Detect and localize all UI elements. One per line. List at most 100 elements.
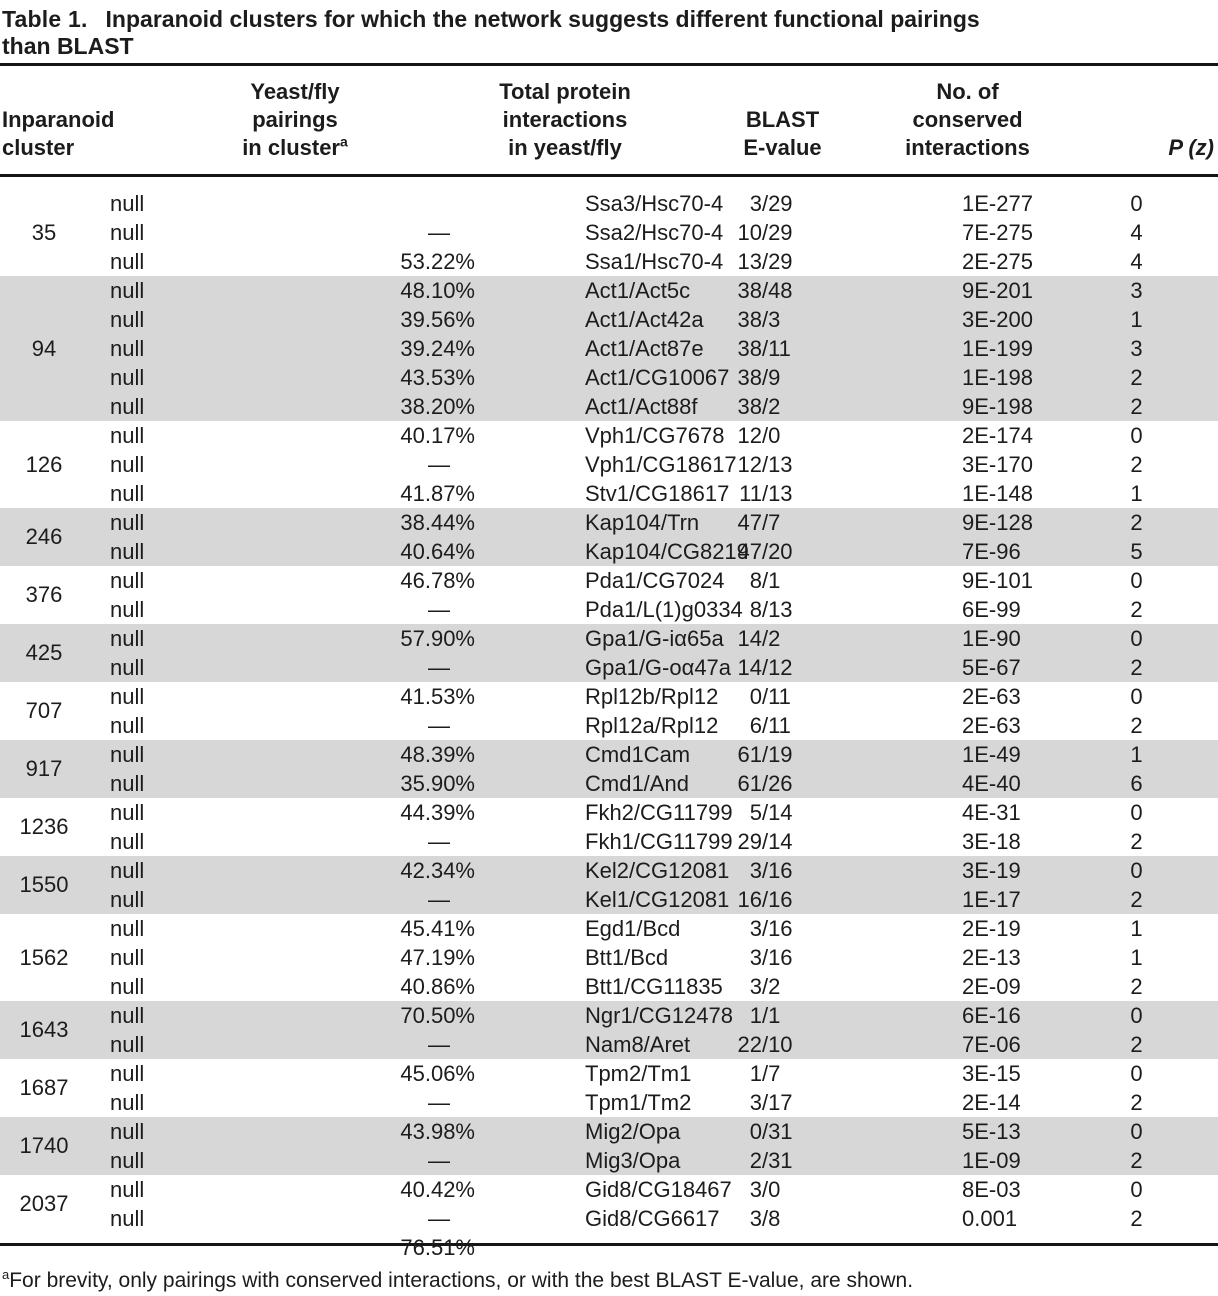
pairing-cell: Vph1/CG18617 bbox=[585, 452, 737, 477]
interactions-cell: 8/13 bbox=[749, 597, 793, 622]
cluster-rows: null Cmd1Cam 61/19 1E-49 1 35.90% null Cmd1/And… bbox=[110, 740, 1218, 825]
conserved-cell: 2 bbox=[1130, 1148, 1143, 1173]
evalue-cell: 5E-13 bbox=[962, 1119, 1021, 1144]
interactions-cell: 61/19 bbox=[737, 742, 793, 767]
pz-cell: 47.19% bbox=[400, 945, 475, 970]
conserved-cell: 2 bbox=[1130, 365, 1143, 390]
conserved-cell: 2 bbox=[1130, 887, 1143, 912]
pz-cell: 48.10% bbox=[400, 278, 475, 303]
table-row: null Btt1/CG11835 3/2 2E-09 2 70.50% bbox=[110, 972, 1218, 1028]
pairing-cell: Tpm2/Tm1 bbox=[585, 1061, 692, 1086]
pairing-cell: Pda1/L(1)g0334 bbox=[585, 597, 743, 622]
interactions-cell: 0/11 bbox=[749, 684, 791, 709]
conserved-cell: 1 bbox=[1130, 916, 1143, 941]
column-header-yeast-fly-pairings: Yeast/fly pairings in clustera bbox=[242, 79, 348, 160]
conserved-cell: 0 bbox=[1130, 423, 1143, 448]
pairing-cell: Mig2/Opa bbox=[585, 1119, 681, 1144]
table-row: null Tpm1/Tm2 3/17 2E-14 2 43.98% bbox=[110, 1088, 1218, 1144]
interactions-cell: 38/9 bbox=[737, 365, 781, 390]
interactions-cell: 11/13 bbox=[739, 481, 793, 506]
cluster-group: 917 null Cmd1Cam 61/19 1E-49 1 35.90% null Cmd1/… bbox=[0, 740, 1218, 825]
evalue-cell: 1E-277 bbox=[962, 191, 1033, 216]
pz-cell: 40.42% bbox=[400, 1177, 475, 1202]
conserved-cell: 1 bbox=[1130, 481, 1143, 506]
evalue-cell: 5E-67 bbox=[962, 655, 1021, 680]
evalue-cell: 7E-96 bbox=[962, 539, 1021, 564]
pz-cell: — bbox=[428, 452, 450, 477]
pz-cell: — bbox=[428, 1090, 450, 1115]
pairing-cell: Btt1/CG11835 bbox=[585, 974, 723, 999]
pz-cell: 39.56% bbox=[400, 307, 475, 332]
cluster-rows: null Fkh2/CG11799 5/14 4E-31 0— null Fkh1/CG11… bbox=[110, 798, 1218, 883]
pz-cell: 44.39% bbox=[400, 800, 475, 825]
cluster-id: 1236 bbox=[19, 814, 69, 839]
table-row: null Gid8/CG6617 3/8 0.001 2 76.51% bbox=[110, 1204, 1218, 1260]
cluster-group: 1643 null Ngr1/CG12478 1/1 6E-16 0— null Nam8/A… bbox=[0, 1001, 1218, 1086]
cluster-group: 1550 null Kel2/CG12081 3/16 3E-19 0— null Kel1/… bbox=[0, 856, 1218, 941]
pz-cell: — bbox=[428, 887, 450, 912]
pz-cell: 38.20% bbox=[400, 394, 475, 419]
interactions-cell: 14/2 bbox=[737, 626, 781, 651]
pz-cell: 42.34% bbox=[400, 858, 475, 883]
interactions-cell: 3/16 bbox=[749, 945, 793, 970]
pairing-cell: Ssa3/Hsc70-4 bbox=[585, 191, 724, 216]
pz-cell: — bbox=[428, 597, 450, 622]
cluster-id: 2037 bbox=[19, 1191, 69, 1216]
conserved-cell: 0 bbox=[1130, 1119, 1143, 1144]
interactions-cell: 3/2 bbox=[749, 974, 781, 999]
interactions-cell: 47/7 bbox=[737, 510, 781, 535]
interactions-cell: 5/14 bbox=[749, 800, 793, 825]
top-rule bbox=[0, 63, 1218, 66]
cluster-id: 1550 bbox=[19, 872, 69, 897]
table-row: null Pda1/L(1)g0334 8/13 6E-99 2 57.90% bbox=[110, 595, 1218, 651]
conserved-cell: 0 bbox=[1130, 1177, 1143, 1202]
cluster-rows: null Mig2/Opa 0/31 5E-13 0— null Mig3/Opa 2/31 1… bbox=[110, 1117, 1218, 1202]
evalue-cell: 4E-40 bbox=[962, 771, 1021, 796]
pairing-cell: Kap104/CG8219 bbox=[585, 539, 749, 564]
pz-cell: 41.87% bbox=[400, 481, 475, 506]
cluster-id: 376 bbox=[25, 582, 63, 607]
interactions-cell: 3/0 bbox=[749, 1177, 781, 1202]
column-header-total-interactions: Total protein interactions in yeast/fly bbox=[499, 79, 631, 160]
interactions-cell: 12/0 bbox=[737, 423, 781, 448]
evalue-cell: 2E-63 bbox=[962, 713, 1021, 738]
conserved-cell: 3 bbox=[1130, 278, 1143, 303]
cluster-id: 707 bbox=[25, 698, 63, 723]
pz-cell: — bbox=[428, 713, 450, 738]
cluster-id: 126 bbox=[25, 451, 63, 477]
conserved-cell: 3 bbox=[1130, 336, 1143, 361]
table-row: null Nam8/Aret 22/10 7E-06 2 45.06% bbox=[110, 1030, 1218, 1086]
cluster-group: 1236 null Fkh2/CG11799 5/14 4E-31 0— null Fkh1/… bbox=[0, 798, 1218, 883]
cluster-id: 1562 bbox=[19, 944, 69, 970]
table-row: null Act1/Act88f 38/2 9E-198 2 40.17% bbox=[110, 392, 1218, 448]
evalue-cell: 7E-275 bbox=[962, 220, 1033, 245]
pairing-cell: Act1/Act42a bbox=[585, 307, 704, 332]
interactions-cell: 8/1 bbox=[749, 568, 781, 593]
interactions-cell: 38/2 bbox=[737, 394, 781, 419]
table-row: null Fkh1/CG11799 29/14 3E-18 2 42.34% bbox=[110, 827, 1218, 883]
table-row: null Fkh2/CG11799 5/14 4E-31 0— bbox=[110, 798, 1218, 854]
pairing-cell: Gid8/CG18467 bbox=[585, 1177, 732, 1202]
evalue-cell: 9E-101 bbox=[962, 568, 1033, 593]
evalue-cell: 2E-275 bbox=[962, 249, 1033, 274]
cluster-group: 707 null Rpl12b/Rpl12 0/11 2E-63 0— null Rpl12a… bbox=[0, 682, 1218, 767]
evalue-cell: 2E-13 bbox=[962, 945, 1021, 970]
evalue-cell: 9E-198 bbox=[962, 394, 1033, 419]
cluster-id: 1740 bbox=[19, 1133, 69, 1158]
cluster-rows: null Vph1/CG7678 12/0 2E-174 0— null Vph1/CG18… bbox=[110, 421, 1218, 535]
pz-cell: 40.64% bbox=[400, 539, 475, 564]
cluster-rows: null Egd1/Bcd 3/16 2E-19 1 47.19% null Btt1/Bcd… bbox=[110, 914, 1218, 1028]
conserved-cell: 2 bbox=[1130, 1090, 1143, 1115]
evalue-cell: 9E-201 bbox=[962, 278, 1033, 303]
pz-cell: — bbox=[428, 1032, 450, 1057]
evalue-cell: 3E-19 bbox=[962, 858, 1021, 883]
cluster-rows: null Ngr1/CG12478 1/1 6E-16 0— null Nam8/Aret 2… bbox=[110, 1001, 1218, 1086]
conserved-cell: 2 bbox=[1130, 1206, 1143, 1231]
table-row: null Kel1/CG12081 16/16 1E-17 2 45.41% bbox=[110, 885, 1218, 941]
cluster-id: 425 bbox=[25, 640, 63, 665]
pz-cell: 40.17% bbox=[400, 423, 475, 448]
column-header-inparanoid-cluster: Inparanoid cluster bbox=[2, 107, 115, 160]
evalue-cell: 1E-90 bbox=[962, 626, 1021, 651]
conserved-cell: 5 bbox=[1130, 539, 1143, 564]
